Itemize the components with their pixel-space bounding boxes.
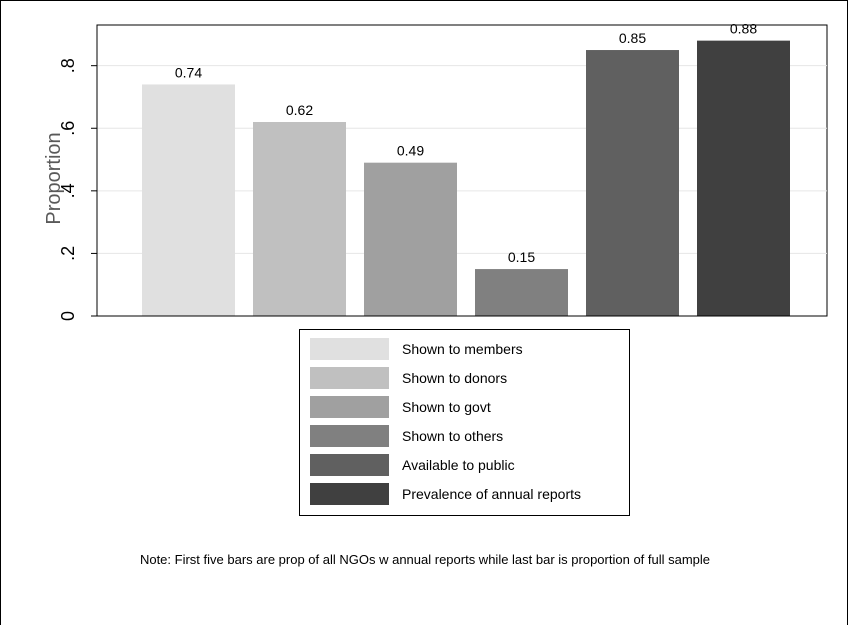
legend-item: Shown to govt — [310, 396, 630, 418]
legend-item: Shown to others — [310, 425, 630, 447]
y-tick-label: 0 — [58, 311, 78, 321]
bar — [142, 84, 235, 316]
legend-swatch — [310, 425, 389, 447]
bar — [253, 122, 346, 316]
legend-swatch — [310, 338, 389, 360]
bar-value-label: 0.62 — [286, 102, 313, 118]
bars: 0.74 0.62 0.49 0.15 0.85 0.88 — [142, 21, 790, 316]
bar — [586, 50, 679, 316]
legend-label: Shown to members — [402, 341, 523, 357]
bar-value-label: 0.74 — [175, 64, 202, 80]
legend-item: Prevalence of annual reports — [310, 483, 630, 505]
legend-item: Available to public — [310, 454, 630, 476]
bar-value-label: 0.88 — [730, 21, 757, 37]
chart-note: Note: First five bars are prop of all NG… — [139, 552, 711, 567]
legend-label: Prevalence of annual reports — [402, 486, 581, 502]
legend-swatch — [310, 367, 389, 389]
legend: Shown to members Shown to donors Shown to … — [299, 329, 630, 516]
y-tick-label: .4 — [58, 183, 78, 198]
y-tick-label: .2 — [58, 246, 78, 261]
bar-value-label: 0.49 — [397, 143, 424, 159]
legend-label: Available to public — [402, 457, 515, 473]
legend-swatch — [310, 483, 389, 505]
bar — [697, 40, 790, 316]
y-axis-title: Proportion — [43, 132, 65, 224]
bar — [364, 162, 457, 316]
legend-item: Shown to donors — [310, 367, 630, 389]
legend-label: Shown to govt — [402, 399, 491, 415]
bar-value-label: 0.15 — [508, 249, 535, 265]
y-tick-label: .8 — [58, 58, 78, 73]
legend-label: Shown to others — [402, 428, 504, 444]
legend-label: Shown to donors — [402, 370, 508, 386]
y-tick-label: .6 — [58, 121, 78, 136]
bar — [475, 269, 568, 316]
axes: 0 .2 .4 .6 .8 Proportion — [43, 25, 827, 321]
legend-swatch — [310, 454, 389, 476]
bar-value-label: 0.85 — [619, 30, 646, 46]
legend-item: Shown to members — [310, 338, 630, 360]
legend-swatch — [310, 396, 389, 418]
